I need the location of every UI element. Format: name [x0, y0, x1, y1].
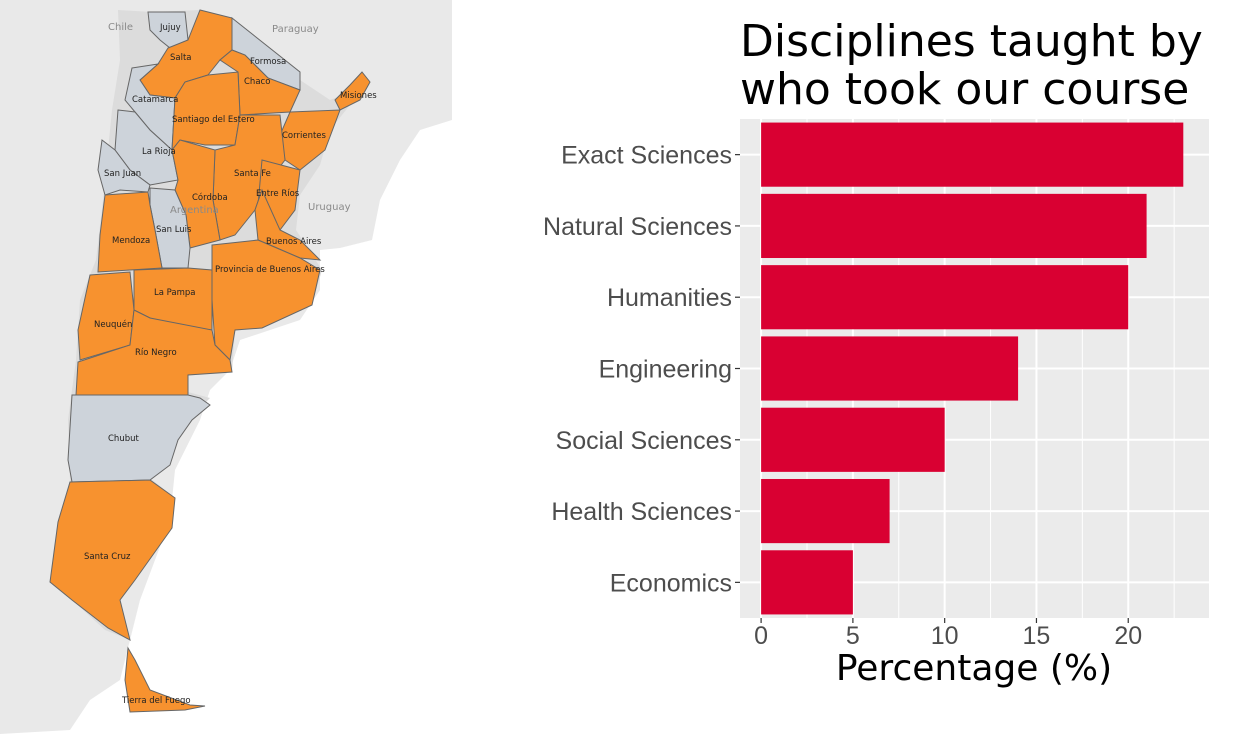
province-label: Misiones	[340, 91, 377, 101]
province-label: San Juan	[104, 169, 141, 179]
category-label: Health Sciences	[551, 498, 732, 526]
province-label: Tierra del Fuego	[121, 696, 191, 706]
bar-engineering	[761, 336, 1019, 401]
bar-humanities	[761, 265, 1129, 330]
province-bsas[interactable]	[211, 239, 321, 362]
province-mendoza[interactable]	[97, 191, 163, 273]
province-santafe[interactable]	[212, 114, 286, 241]
province-label: Río Negro	[135, 348, 177, 358]
category-label: Natural Sciences	[543, 213, 732, 241]
x-tick-label: 15	[1023, 622, 1051, 650]
disciplines-bar-chart: Disciplines taught by who took our cours…	[543, 16, 1209, 689]
category-label: Exact Sciences	[561, 142, 732, 170]
province-label: Santa Fe	[234, 169, 271, 179]
province-label: San Luis	[156, 225, 192, 235]
bar-exact-sciences	[761, 122, 1184, 187]
map-panel: Chile Paraguay Uruguay Argentina Jujuy S…	[0, 0, 452, 734]
bar-social-sciences	[761, 407, 945, 472]
province-rionegro[interactable]	[75, 309, 233, 396]
province-label: Santiago del Estero	[172, 115, 255, 125]
x-tick-label: 20	[1114, 622, 1142, 650]
province-label: Provincia de Buenos Aires	[215, 265, 325, 275]
chart-title-line-2: who took our course	[740, 64, 1189, 115]
province-label: Catamarca	[132, 95, 178, 105]
category-label: Humanities	[607, 284, 732, 312]
province-label: Salta	[170, 53, 192, 63]
category-label: Engineering	[599, 356, 732, 384]
bars	[761, 122, 1184, 615]
province-label: Córdoba	[192, 192, 228, 203]
chart-title-line-1: Disciplines taught by	[740, 16, 1203, 67]
province-chubut[interactable]	[67, 394, 211, 483]
country-label-argentina: Argentina	[170, 205, 219, 216]
x-axis-ticks: 0 5 10 15 20	[754, 618, 1142, 650]
x-tick-label: 0	[754, 622, 768, 650]
country-label-chile: Chile	[108, 22, 133, 33]
province-label: Mendoza	[112, 236, 150, 246]
province-label: Chubut	[108, 434, 139, 444]
province-label: Chaco	[244, 77, 270, 87]
category-labels: Exact Sciences Natural Sciences Humanities…	[543, 142, 740, 597]
country-label-paraguay: Paraguay	[272, 24, 319, 35]
chart-panel: Disciplines taught by who took our cours…	[452, 0, 1250, 734]
province-label: Corrientes	[282, 131, 327, 141]
province-label: Santa Cruz	[84, 552, 131, 562]
province-label: Jujuy	[159, 23, 181, 33]
province-tierradelfuego[interactable]	[124, 646, 206, 713]
province-label: La Pampa	[154, 288, 195, 298]
category-label: Economics	[610, 569, 732, 597]
x-tick-label: 10	[931, 622, 959, 650]
province-label: La Rioja	[142, 147, 176, 157]
argentina-map: Chile Paraguay Uruguay Argentina Jujuy S…	[0, 0, 452, 734]
province-label: Formosa	[250, 57, 286, 67]
bar-health-sciences	[761, 478, 890, 544]
x-axis-title: Percentage (%)	[836, 648, 1112, 689]
province-label: Buenos Aires	[266, 237, 322, 247]
x-tick-label: 5	[846, 622, 860, 650]
category-label: Social Sciences	[556, 427, 732, 455]
country-label-uruguay: Uruguay	[308, 202, 351, 213]
province-santacruz[interactable]	[49, 479, 176, 641]
province-label: Neuquén	[94, 319, 132, 330]
province-label: Entre Ríos	[256, 189, 300, 199]
bar-economics	[761, 550, 853, 615]
bar-natural-sciences	[761, 193, 1147, 259]
